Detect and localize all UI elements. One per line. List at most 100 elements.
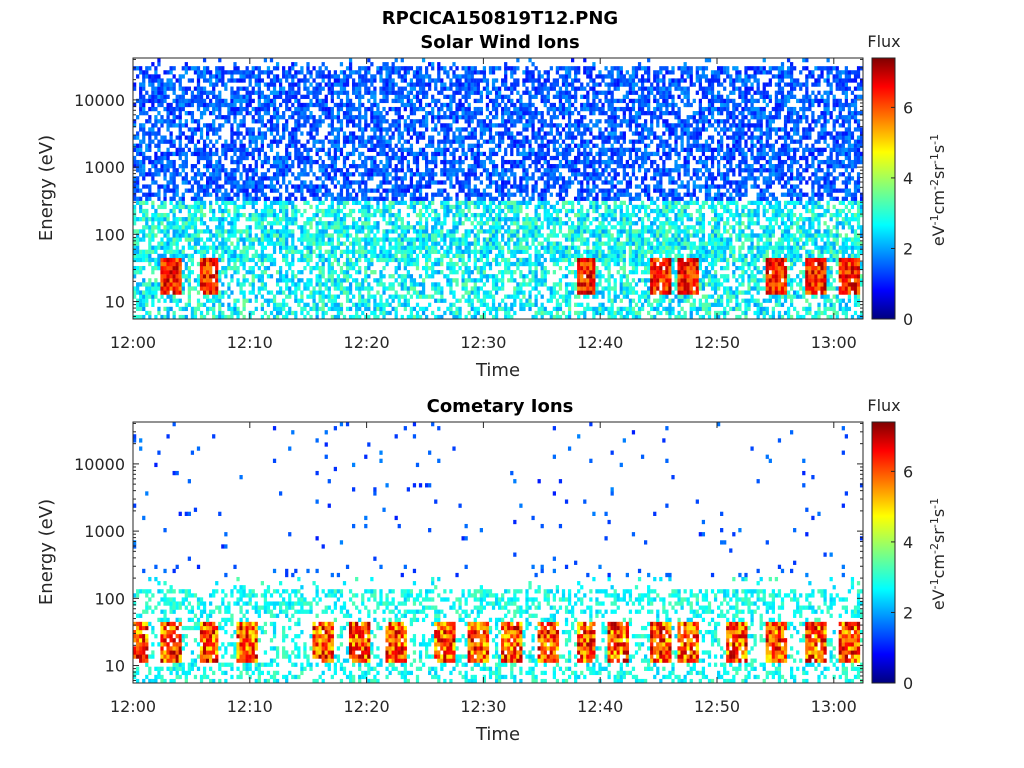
heatmap-cell [145,212,149,218]
heatmap-cell [263,82,268,87]
heatmap-cell [206,294,210,299]
heatmap-cell [321,290,325,295]
heatmap-cell [303,111,307,116]
heatmap-cell [209,123,213,128]
heatmap-cell [449,270,453,275]
heatmap-cell [136,237,140,242]
heatmap-cell [418,82,423,87]
heatmap-cell [166,212,170,218]
heatmap-cell [504,111,508,116]
heatmap-cell [370,159,374,165]
heatmap-cell [154,180,158,185]
heatmap-cell [318,282,322,287]
heatmap-cell [227,229,231,234]
heatmap-cell [151,302,155,307]
heatmap-cell [300,278,304,283]
heatmap-cell [212,245,216,250]
heatmap-cell [157,90,161,95]
heatmap-cell [169,306,173,312]
heatmap-cell [425,90,429,95]
heatmap-cell [245,106,249,112]
heatmap-cell [464,155,468,161]
heatmap-cell [230,74,234,79]
heatmap-cell [163,151,167,157]
heatmap-cell [379,274,383,279]
heatmap-cell [352,78,356,83]
heatmap-cell [266,208,271,214]
heatmap-cell [479,302,483,307]
heatmap-cell [257,184,261,189]
heatmap-cell [257,131,261,136]
heatmap-cell [142,111,146,116]
heatmap-cell [412,119,417,124]
heatmap-cell [175,302,179,307]
heatmap-cell [190,314,195,320]
heatmap-cell [446,204,450,210]
heatmap-cell [202,253,207,259]
heatmap-cell [379,172,383,177]
heatmap-cell [187,225,191,230]
heatmap-cell [373,78,377,83]
heatmap-cell [467,176,471,181]
heatmap-cell [440,225,444,230]
heatmap-cell [358,265,362,271]
heatmap-cell [425,94,429,99]
heatmap-cell [330,155,334,161]
heatmap-cell [309,241,313,246]
heatmap-cell [260,180,264,185]
heatmap-cell [151,164,155,169]
heatmap-cell [418,314,423,320]
heatmap-cell [418,225,423,230]
heatmap-cell [342,102,347,108]
heatmap-cell [202,98,207,104]
heatmap-cell [133,164,137,169]
heatmap-cell [254,221,258,226]
heatmap-cell [513,192,517,197]
heatmap-cell [230,147,234,152]
heatmap-cell [397,94,401,99]
heatmap-cell [364,270,368,275]
heatmap-cell [385,237,389,242]
heatmap-cell [148,225,152,230]
heatmap-cell [355,314,359,320]
heatmap-cell [163,164,167,169]
heatmap-cell [272,217,277,222]
heatmap-cell [321,86,325,91]
heatmap-cell [136,245,140,250]
heatmap-cell [157,229,161,234]
heatmap-cell [178,217,182,222]
heatmap-cell [294,208,298,214]
heatmap-cell [218,184,222,189]
heatmap-cell [133,155,137,161]
heatmap-cell [458,90,462,95]
heatmap-cell [397,249,401,254]
heatmap-cell [196,94,201,99]
heatmap-cell [452,98,456,104]
heatmap-cell [236,168,240,173]
heatmap-cell [285,78,289,83]
heatmap-cell [139,139,143,144]
heatmap-cell [193,249,198,254]
heatmap-cell [455,298,459,303]
heatmap-cell [385,127,389,132]
heatmap-cell [358,127,362,132]
heatmap-cell [239,257,243,263]
heatmap-cell [501,253,505,259]
heatmap-cell [467,274,471,279]
heatmap-cell [504,94,508,99]
heatmap-cell [321,172,325,177]
heatmap-cell [400,184,404,189]
heatmap-cell [452,62,456,67]
heatmap-cell [202,102,207,108]
heatmap-cell [266,82,271,87]
heatmap-cell [321,208,325,214]
heatmap-cell [294,212,298,218]
heatmap-cell [358,225,362,230]
heatmap-cell [452,261,456,267]
heatmap-cell [248,192,252,197]
heatmap-cell [418,86,423,91]
heatmap-cell [303,106,307,112]
heatmap-cell [403,66,407,71]
heatmap-cell [148,143,152,148]
heatmap-cell [248,78,252,83]
